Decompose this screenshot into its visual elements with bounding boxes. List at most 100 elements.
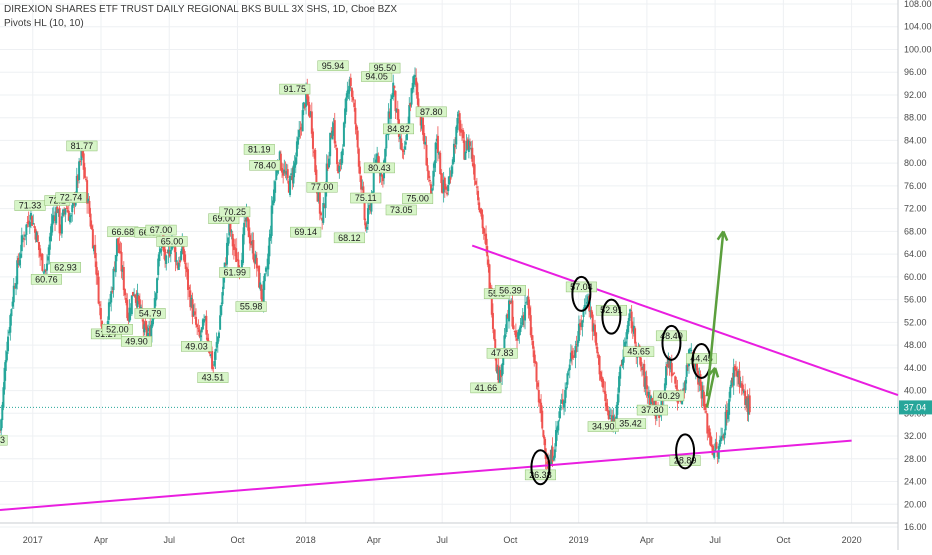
candle-body [738,370,741,388]
candle-body [258,265,261,288]
candle-body [232,244,235,250]
candle-body [564,389,567,404]
candle-body [465,140,468,151]
candle-body [281,168,284,173]
candle-body [425,144,428,166]
candle-body [203,319,206,323]
candle-body [138,299,141,310]
pivot-badge [30,274,62,285]
candle-body [566,373,569,385]
candle-body [78,161,81,181]
candle-body [353,102,356,108]
candle-body [21,237,24,239]
candle-body [246,216,249,222]
pivot-badge [350,192,382,204]
candle-body [18,260,21,266]
candle-body [166,252,169,254]
candle-body [76,175,79,181]
candle-body [665,366,668,386]
candle-body [3,367,6,390]
candle-body [27,220,30,225]
candle-body [347,89,350,94]
pivot-badge [333,232,365,244]
candle-body [435,138,438,142]
candle-body [511,300,514,327]
candle-body [361,187,364,189]
candle-body [97,276,100,304]
last-price-label: 37.04 [904,402,927,412]
candle-body [741,384,744,392]
candle-body [348,79,351,92]
pivot-badge [685,353,717,364]
candle-body [365,226,368,230]
candle-body [634,328,637,344]
pivot-badge [494,285,526,296]
candle-body [339,162,342,164]
candle-body [332,123,335,134]
candle-body [482,227,485,234]
pivot-label: 56.39 [499,285,522,295]
candle-body [212,367,215,369]
y-tick-label: 48.00 [904,340,927,350]
pivot-badge [524,469,556,481]
candle-body [443,177,446,189]
candle-body [336,148,339,165]
candle-body [517,332,520,339]
candle-body [722,435,725,439]
pivot-badge [623,346,655,357]
candle-body [279,153,282,171]
candle-body [234,247,237,249]
candle-body [489,287,492,289]
candle-body [384,148,387,163]
candle-body [621,360,624,366]
candle-body [498,369,501,387]
pivot-label: 34.90 [592,422,615,432]
candle-body [651,398,654,402]
pivot-badge [235,301,267,312]
candle-body [283,169,286,174]
candle-body [54,216,57,221]
candle-body [693,361,696,371]
candle-body [42,271,45,273]
candle-body [525,302,528,304]
pivot-badge [243,144,275,155]
candle-body [292,165,295,184]
candle-body [639,357,642,367]
candle-body [646,391,649,396]
x-tick-label: 2017 [23,535,43,545]
candle-body [329,132,332,157]
y-tick-label: 108.00 [904,0,932,9]
candle-body [236,259,239,261]
candle-body [487,259,490,268]
candle-body [189,290,192,308]
pivot-label: 52.00 [106,324,129,334]
candle-body [541,410,544,429]
candle-body [7,336,10,352]
candle-body [481,214,484,229]
candle-body [379,171,382,177]
candle-body [244,220,247,222]
candle-body [730,380,733,387]
candle-body [510,301,513,303]
candle-body [121,269,124,272]
candle-body [24,234,27,237]
candle-body [605,402,608,407]
candle-body [96,272,99,276]
candle-body [404,141,407,145]
candle-body [393,85,396,89]
candle-body [710,444,713,448]
candle-body [182,244,185,254]
candle-body [366,208,369,224]
candle-body [363,200,366,220]
candle-body [724,411,727,431]
candle-body [499,370,502,378]
candle-body [385,134,388,149]
candle-body [169,249,172,254]
candle-body [338,165,341,172]
pivot-label: 81.19 [248,144,271,154]
y-tick-label: 24.00 [904,477,927,487]
candle-body [660,397,663,412]
candle-body [473,164,476,180]
candle-body [313,151,316,153]
